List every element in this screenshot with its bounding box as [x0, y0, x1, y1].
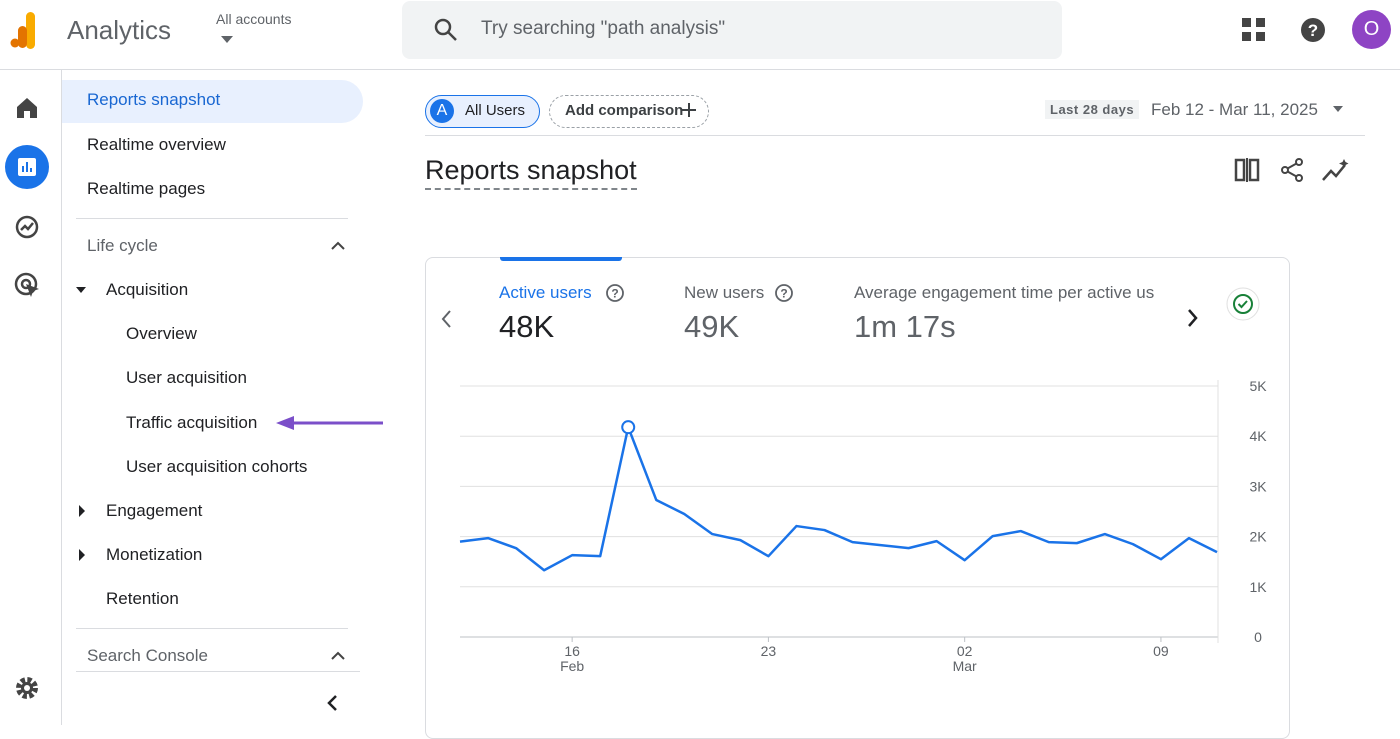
- divider: [76, 671, 360, 672]
- header: [0, 0, 1400, 70]
- nav-group[interactable]: Monetization: [106, 545, 203, 564]
- divider: [425, 135, 1365, 136]
- highlight-point: [621, 420, 636, 435]
- svg-text:?: ?: [1308, 21, 1318, 40]
- account-picker[interactable]: All accounts: [216, 11, 292, 27]
- y-tick-label: 3K: [1249, 478, 1267, 494]
- help-icon[interactable]: ?: [1300, 17, 1326, 43]
- explore-icon[interactable]: [14, 214, 40, 240]
- nav-item[interactable]: User acquisition: [126, 368, 247, 387]
- help-icon[interactable]: ?: [605, 283, 625, 303]
- expand-caret[interactable]: [78, 549, 86, 561]
- expand-caret[interactable]: [76, 286, 86, 294]
- nav-item[interactable]: User acquisition cohorts: [126, 457, 308, 476]
- y-tick-label: 1K: [1249, 579, 1267, 595]
- search-placeholder: Try searching "path analysis": [481, 18, 726, 39]
- avatar[interactable]: O: [1352, 10, 1391, 49]
- nav-item[interactable]: Overview: [126, 324, 197, 343]
- add-comparison: Add comparison: [565, 102, 684, 119]
- collapse-sidebar[interactable]: [326, 695, 338, 711]
- active-nav-bg: [62, 80, 363, 123]
- y-tick-label: 4K: [1249, 428, 1267, 444]
- collapse-icon[interactable]: [331, 241, 345, 251]
- apps-icon[interactable]: [1242, 18, 1266, 42]
- next-metric[interactable]: [1187, 309, 1199, 327]
- x-tick-label: 23: [761, 643, 777, 659]
- nav-rail: [0, 70, 62, 725]
- status-icon[interactable]: [1226, 287, 1260, 321]
- range-label: Last 28 days: [1045, 100, 1140, 119]
- x-tick-label: 09: [1153, 643, 1169, 659]
- nav-item[interactable]: Reports snapshot: [87, 90, 221, 109]
- collapse-icon[interactable]: [331, 651, 345, 661]
- x-tick-label: 16: [564, 643, 580, 659]
- metric-value: 1m 17s: [854, 309, 956, 344]
- divider: [76, 218, 348, 219]
- date-range[interactable]: Feb 12 - Mar 11, 2025: [1151, 100, 1318, 119]
- reports-glyph: [18, 158, 36, 176]
- divider: [76, 628, 348, 629]
- page-title: Reports snapshot: [425, 155, 637, 190]
- segment-badge: A: [430, 99, 454, 123]
- y-tick-label: 2K: [1249, 529, 1267, 545]
- y-tick-label: 5K: [1249, 378, 1267, 394]
- search-icon: [434, 18, 457, 41]
- segment-name: All Users: [465, 102, 526, 119]
- home-icon[interactable]: [15, 96, 41, 120]
- nav-item[interactable]: Traffic acquisition: [126, 413, 258, 432]
- account-caret[interactable]: [220, 34, 234, 44]
- x-tick-sublabel: Mar: [953, 658, 977, 674]
- x-tick-sublabel: Feb: [560, 658, 584, 674]
- settings-icon[interactable]: [14, 675, 40, 701]
- series-line: [459, 425, 1218, 572]
- y-tick-label: 0: [1254, 629, 1262, 645]
- metric-value: 49K: [684, 309, 740, 344]
- metric-label[interactable]: Active users: [499, 283, 592, 302]
- nav-item[interactable]: Realtime overview: [87, 135, 226, 154]
- section-title[interactable]: Search Console: [87, 646, 208, 665]
- section-title[interactable]: Life cycle: [87, 236, 158, 255]
- nav-item[interactable]: Realtime pages: [87, 179, 206, 198]
- plus-icon: [682, 103, 696, 117]
- product-name: Analytics: [67, 15, 172, 45]
- compare-icon[interactable]: [1234, 158, 1261, 182]
- search-box[interactable]: [402, 1, 1062, 59]
- nav-item[interactable]: Retention: [106, 589, 179, 608]
- metric-label[interactable]: Average engagement time per active us: [854, 283, 1155, 302]
- logo: [10, 12, 35, 49]
- prev-metric[interactable]: [440, 310, 452, 328]
- help-icon[interactable]: ?: [774, 283, 794, 303]
- date-caret[interactable]: [1332, 105, 1344, 113]
- svg-text:?: ?: [780, 287, 787, 301]
- annotation-arrow: [276, 416, 383, 430]
- x-tick-label: 02: [957, 643, 973, 659]
- insights-icon[interactable]: [1322, 158, 1350, 182]
- nav-group[interactable]: Acquisition: [106, 280, 189, 299]
- nav-group[interactable]: Engagement: [106, 501, 203, 520]
- advertising-icon[interactable]: [14, 272, 42, 300]
- active-tab-indicator: [500, 257, 622, 261]
- share-icon[interactable]: [1280, 158, 1304, 182]
- expand-caret[interactable]: [78, 505, 86, 517]
- metric-label[interactable]: New users: [684, 283, 765, 302]
- metric-value: 48K: [499, 309, 555, 344]
- add-comparison-chip[interactable]: [549, 95, 709, 128]
- svg-text:?: ?: [611, 287, 618, 301]
